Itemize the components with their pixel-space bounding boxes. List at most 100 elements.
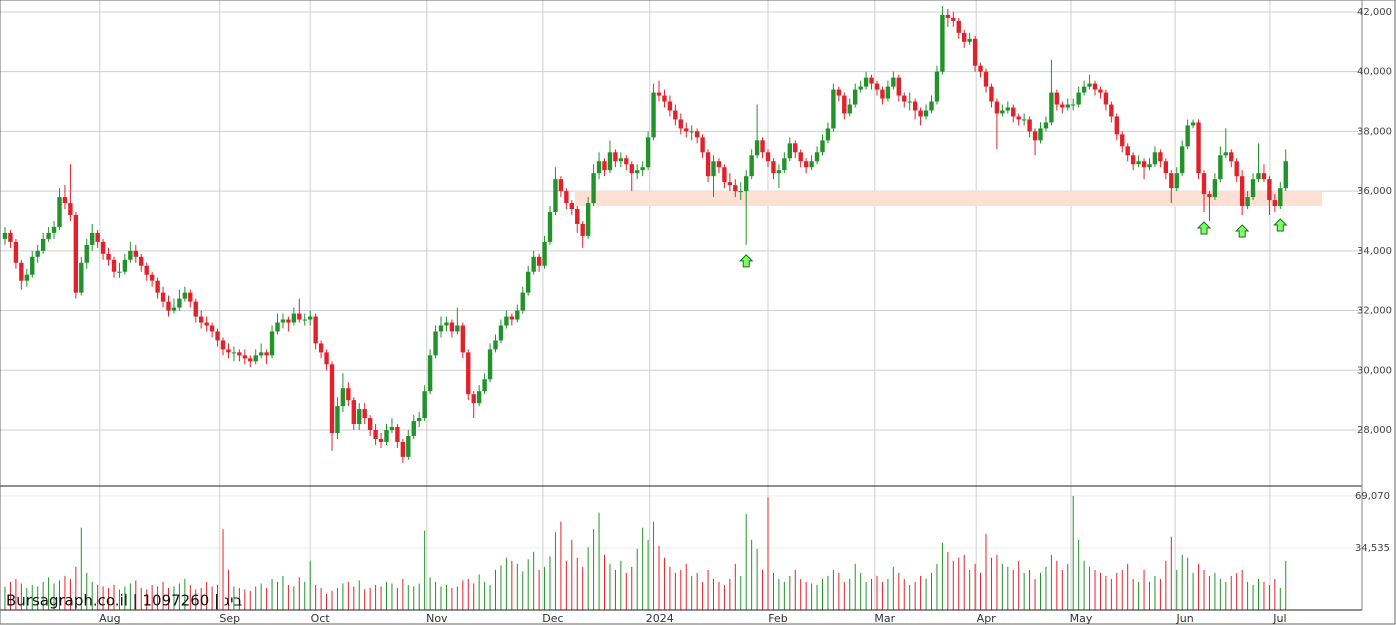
candle-body [564, 191, 569, 204]
candle-body [498, 325, 504, 341]
candle-body [891, 77, 896, 87]
candle-body [204, 322, 209, 326]
labels: 28,000 30,000 32,000 34,000 36,000 38,000 40,0… [99, 7, 1392, 625]
candle-body [580, 223, 585, 236]
candle-body [629, 164, 634, 174]
x-tick-label: Aug [99, 612, 120, 625]
candle-body [607, 152, 613, 171]
candle-body [635, 170, 640, 174]
candle-body [858, 86, 863, 90]
candle-body [1158, 152, 1163, 162]
candle-body [923, 110, 929, 117]
candle-body [302, 319, 307, 321]
signal-arrow [1273, 218, 1288, 232]
candle-body [384, 430, 389, 442]
candle-body [526, 271, 531, 293]
candle-body [155, 280, 160, 293]
signal-arrow [738, 254, 754, 268]
candle-body [504, 316, 509, 326]
candle-body [814, 152, 820, 162]
candle-body [820, 140, 825, 153]
candle-body [1021, 119, 1027, 121]
candle-body [46, 232, 51, 239]
candle-body [449, 322, 455, 332]
candle-body [951, 17, 956, 21]
candle-body [1038, 128, 1043, 141]
candle-body [433, 331, 438, 356]
candle-body [602, 161, 607, 171]
candle-body [1152, 152, 1158, 165]
x-tick-label: Sep [219, 612, 240, 625]
candle-body [389, 427, 395, 431]
candle-body [651, 92, 656, 138]
y-tick-label: 69,070 [1355, 491, 1390, 502]
candle-body [1256, 173, 1261, 180]
candle-body [722, 167, 727, 183]
candle-body [1087, 83, 1092, 87]
candle-body [188, 292, 193, 302]
candle-body [912, 101, 918, 111]
candle-body [547, 212, 553, 242]
candle-body [1234, 161, 1239, 177]
candle-body [487, 349, 493, 380]
candle-body [869, 77, 874, 84]
candle-body [645, 137, 651, 168]
candle-body [144, 265, 149, 275]
candle-body [978, 65, 983, 72]
y-tick-label: 42,000 [1357, 7, 1392, 18]
candle-body [411, 421, 416, 436]
candle-body [1174, 173, 1179, 189]
candle-body [1049, 92, 1054, 123]
candle-body [444, 322, 449, 326]
candle-body [40, 238, 46, 251]
candle-body [1060, 104, 1065, 108]
candle-body [215, 331, 220, 341]
y-tick-label: 32,000 [1357, 306, 1392, 317]
candle-body [280, 319, 286, 323]
x-tick-label: Feb [768, 612, 787, 625]
x-tick-label: Oct [311, 612, 331, 625]
x-tick-label: Jul [1272, 612, 1286, 625]
candle-body [1032, 131, 1038, 141]
candle-body [1043, 122, 1049, 129]
candle-body [128, 250, 133, 260]
candle-body [809, 161, 814, 168]
candle-body [438, 325, 444, 332]
y-tick-label: 28,000 [1357, 425, 1392, 436]
candle-body [231, 352, 237, 354]
candle-body [798, 152, 803, 162]
candle-body [313, 316, 318, 344]
candle-body [874, 83, 880, 90]
candle-body [1223, 152, 1228, 156]
watermark: Bursagraph.co.il | 1097260 | ביג [6, 592, 242, 610]
candle-body [291, 313, 297, 323]
candle-body [422, 391, 427, 419]
y-tick-label: 34,535 [1355, 543, 1390, 554]
candle-body [1141, 161, 1147, 168]
candle-body [1109, 104, 1114, 117]
candle-body [918, 110, 923, 117]
candle-body [967, 38, 972, 42]
candle-body [493, 340, 498, 350]
candle-body [1185, 125, 1190, 147]
candle-body [624, 158, 629, 165]
x-tick-label: Jun [1176, 612, 1194, 625]
candle-body [585, 203, 591, 236]
candle-body [100, 241, 106, 254]
candle-body [591, 173, 596, 204]
candle-body [57, 197, 62, 227]
candle-body [1147, 164, 1152, 168]
candle-body [596, 161, 602, 174]
candle-body [896, 77, 901, 96]
candle-body [613, 152, 618, 162]
candle-body [166, 301, 171, 311]
candle-body [13, 241, 19, 263]
candle-body [907, 101, 912, 103]
candle-body [1190, 122, 1196, 126]
candle-body [640, 167, 645, 171]
candle-body [378, 438, 384, 442]
candle-body [264, 352, 269, 356]
x-tick-label: Dec [542, 612, 563, 625]
candle-body [297, 313, 302, 320]
